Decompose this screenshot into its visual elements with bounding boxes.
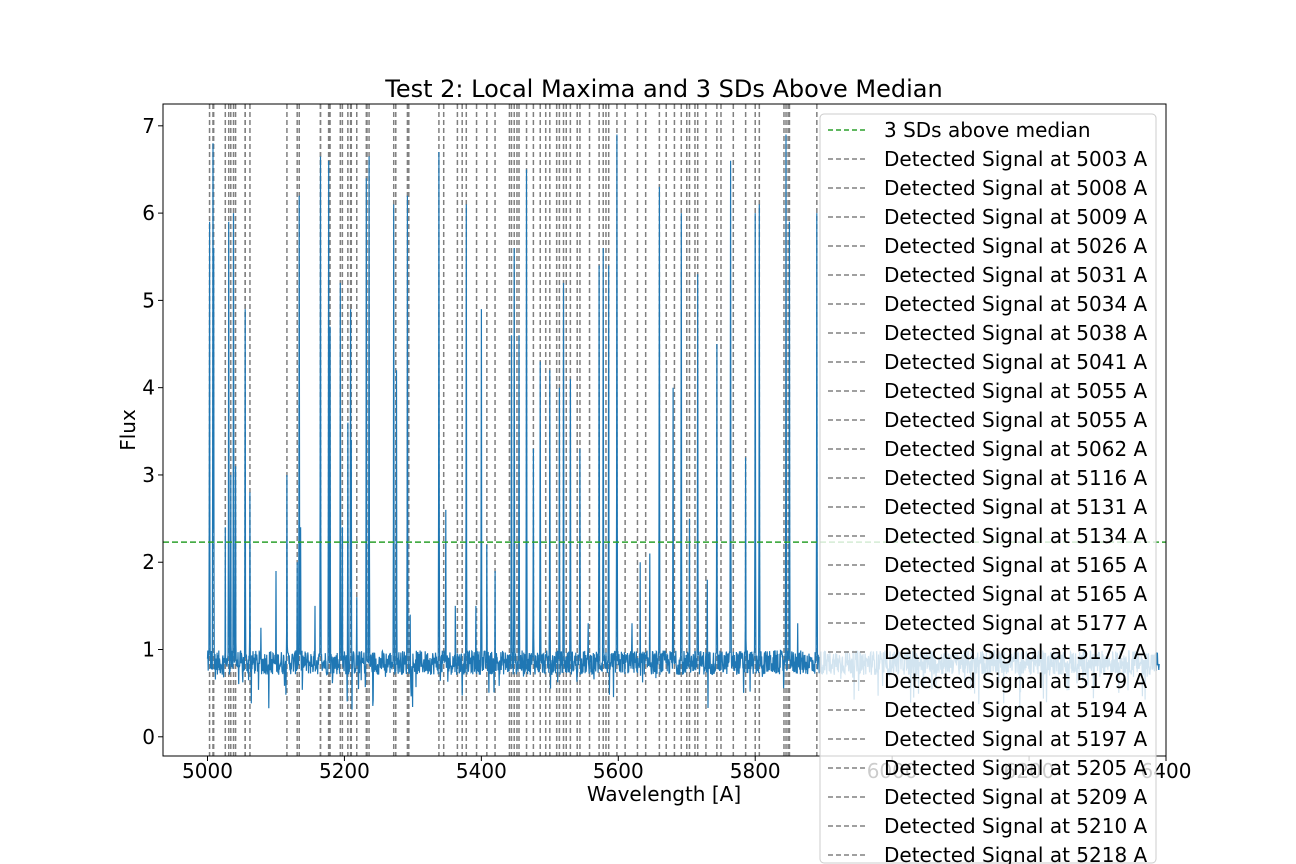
- legend-entry-0: 3 SDs above median: [884, 118, 1091, 142]
- legend-entry-8: Detected Signal at 5041 A: [884, 350, 1148, 374]
- y-tick-label-0: 0: [142, 725, 155, 749]
- y-tick-label-5: 5: [142, 288, 155, 312]
- legend-entry-22: Detected Signal at 5205 A: [884, 756, 1148, 780]
- legend-entry-15: Detected Signal at 5165 A: [884, 553, 1148, 577]
- legend-entry-19: Detected Signal at 5179 A: [884, 669, 1148, 693]
- legend-entry-12: Detected Signal at 5116 A: [884, 466, 1148, 490]
- y-tick-label-3: 3: [142, 463, 155, 487]
- y-axis-title: Flux: [116, 409, 140, 451]
- legend-box: [819, 113, 1157, 864]
- legend-entry-2: Detected Signal at 5008 A: [884, 176, 1148, 200]
- legend-entry-3: Detected Signal at 5009 A: [884, 205, 1148, 229]
- legend-entry-16: Detected Signal at 5165 A: [884, 582, 1148, 606]
- legend-entry-4: Detected Signal at 5026 A: [884, 234, 1148, 258]
- x-tick-label-5800: 5800: [730, 759, 781, 783]
- legend-entry-6: Detected Signal at 5034 A: [884, 292, 1148, 316]
- x-tick-label-5200: 5200: [319, 759, 370, 783]
- y-tick-label-4: 4: [142, 376, 155, 400]
- y-tick-label-1: 1: [142, 638, 155, 662]
- legend-entry-14: Detected Signal at 5134 A: [884, 524, 1148, 548]
- x-tick-label-5000: 5000: [182, 759, 233, 783]
- x-tick-label-5600: 5600: [593, 759, 644, 783]
- legend-entry-1: Detected Signal at 5003 A: [884, 147, 1148, 171]
- legend-entry-18: Detected Signal at 5177 A: [884, 640, 1148, 664]
- legend-entry-24: Detected Signal at 5210 A: [884, 814, 1148, 838]
- legend-entry-23: Detected Signal at 5209 A: [884, 785, 1148, 809]
- legend-entry-9: Detected Signal at 5055 A: [884, 379, 1148, 403]
- legend-entry-10: Detected Signal at 5055 A: [884, 408, 1148, 432]
- y-tick-label-6: 6: [142, 201, 155, 225]
- legend-entry-20: Detected Signal at 5194 A: [884, 698, 1148, 722]
- x-axis-title: Wavelength [A]: [587, 782, 741, 806]
- legend-entry-21: Detected Signal at 5197 A: [884, 727, 1148, 751]
- y-tick-label-2: 2: [142, 550, 155, 574]
- x-tick-label-5400: 5400: [456, 759, 507, 783]
- legend-entry-17: Detected Signal at 5177 A: [884, 611, 1148, 635]
- legend-entry-13: Detected Signal at 5131 A: [884, 495, 1148, 519]
- legend-entry-5: Detected Signal at 5031 A: [884, 263, 1148, 287]
- legend-entry-7: Detected Signal at 5038 A: [884, 321, 1148, 345]
- y-axis: 0 1 2 3 4 5 6 7: [142, 114, 163, 749]
- legend: 3 SDs above median Detected Signal at 500…: [819, 113, 1157, 864]
- chart-title: Test 2: Local Maxima and 3 SDs Above Med…: [384, 75, 942, 103]
- legend-entry-11: Detected Signal at 5062 A: [884, 437, 1148, 461]
- plot-frame: [162, 103, 1167, 757]
- y-tick-label-7: 7: [142, 114, 155, 138]
- legend-entry-25: Detected Signal at 5218 A: [884, 843, 1148, 864]
